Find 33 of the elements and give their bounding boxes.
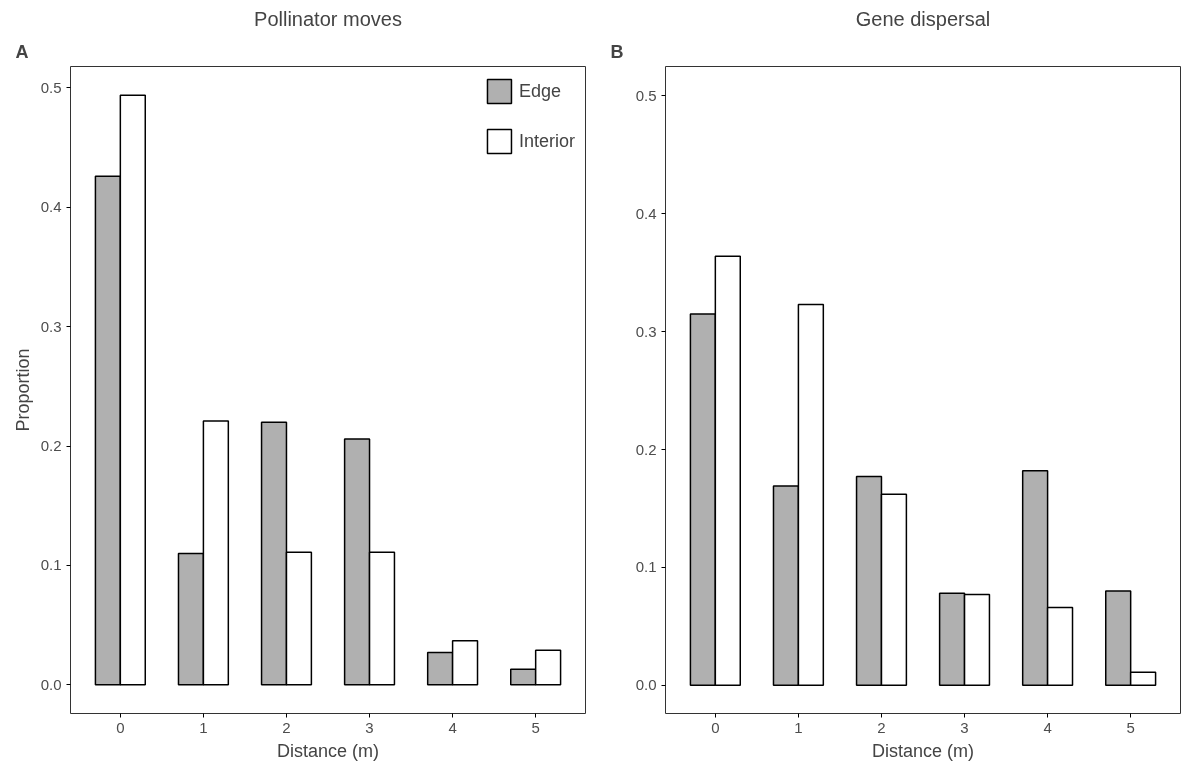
y-tick-label: 0.0 [635,676,657,694]
x-tick-label: 2 [282,718,291,736]
x-tick-label: 2 [877,718,886,736]
y-tick-label: 0.3 [40,317,62,335]
y-tick-label: 0.5 [635,86,657,104]
y-tick-label: 0.5 [40,78,62,96]
chart-title: Pollinator moves [254,7,402,30]
legend-label: Edge [518,80,562,102]
x-tick-label: 3 [960,718,969,736]
x-tick-label: 0 [116,718,125,736]
y-tick-label: 0.1 [635,558,657,576]
x-tick-label: 4 [1043,718,1052,736]
y-tick-label: 0.3 [635,322,657,340]
x-tick-label: 0 [711,718,720,736]
y-tick-label: 0.4 [40,198,62,216]
chart-title: Gene dispersal [855,7,991,30]
x-tick-label: 4 [448,718,457,736]
y-tick-label: 0.2 [40,437,62,455]
y-tick-label: 0.1 [40,556,62,574]
text: A [15,41,29,62]
text: B [610,41,624,62]
legend-label: Interior [518,130,575,152]
x-axis-title: Distance (m) [871,740,975,761]
y-tick-label: 0.4 [635,204,657,222]
x-tick-label: 5 [531,718,540,736]
x-axis-title: Distance (m) [276,740,380,761]
y-axis-title: Proportion [12,348,33,432]
y-tick-label: 0.0 [40,675,62,693]
y-tick-label: 0.2 [635,440,657,458]
x-tick-label: 1 [199,718,208,736]
x-tick-label: 3 [365,718,374,736]
x-tick-label: 5 [1126,718,1135,736]
x-tick-label: 1 [794,718,803,736]
